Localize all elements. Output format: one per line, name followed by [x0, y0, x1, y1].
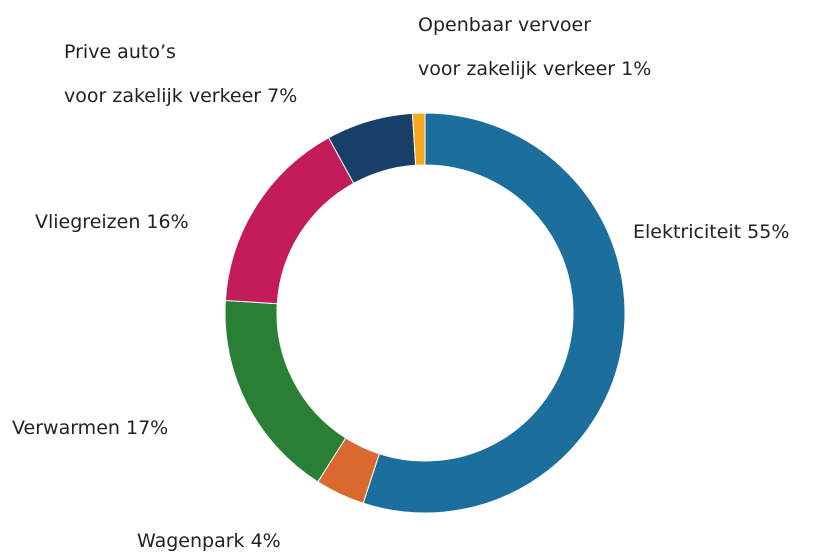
label-line: voor zakelijk verkeer [418, 58, 615, 80]
donut-segment [411, 112, 426, 166]
label-line: Verwarmen [12, 417, 120, 439]
donut-segment [362, 112, 626, 514]
slice-label: Prive auto’s voor zakelijk verkeer 7% [64, 41, 297, 107]
value-label: 1% [621, 58, 651, 80]
value-label: 55% [747, 221, 789, 243]
value-label: 17% [126, 417, 168, 439]
label-line: Prive auto’s [64, 41, 176, 63]
value-label: 4% [251, 530, 281, 552]
slice-label: Openbaar vervoer voor zakelijk verkeer 1% [418, 14, 651, 80]
label-line: Wagenpark [137, 530, 245, 552]
label-line: Openbaar vervoer [418, 14, 591, 36]
label-line: Vliegreizen [35, 211, 140, 233]
donut-segment [224, 137, 355, 305]
slice-label: Elektriciteit 55% [633, 221, 789, 243]
slice-label: Vliegreizen 16% [35, 211, 189, 233]
label-line: voor zakelijk verkeer [64, 85, 261, 107]
value-label: 7% [267, 85, 297, 107]
value-label: 16% [146, 211, 188, 233]
slice-label: Wagenpark 4% [137, 530, 281, 552]
donut-segment [224, 299, 347, 483]
slice-label: Verwarmen 17% [12, 417, 168, 439]
label-line: Elektriciteit [633, 221, 741, 243]
